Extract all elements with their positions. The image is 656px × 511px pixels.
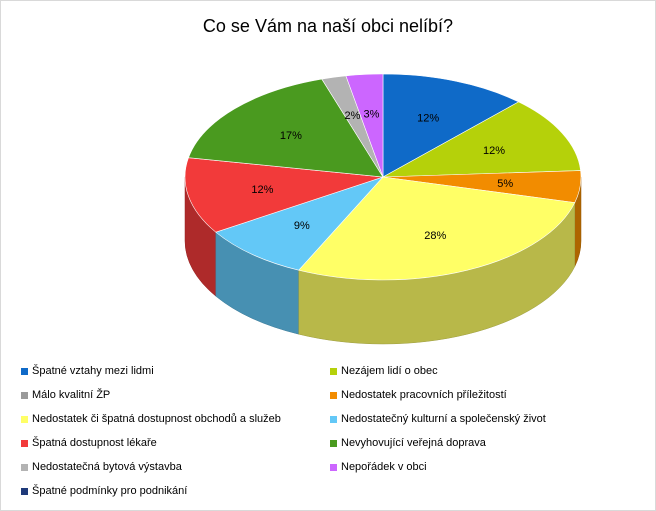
data-label: 3% [363, 108, 379, 120]
pie-slice [188, 78, 384, 178]
data-label: 2% [345, 110, 361, 122]
data-label: 12% [251, 184, 273, 196]
pie-slice [215, 176, 384, 271]
legend-item: Špatná dostupnost lékaře [21, 436, 157, 450]
legend-label: Špatná dostupnost lékaře [32, 437, 157, 449]
legend-item: Nedostatek pracovních příležitostí [330, 388, 507, 402]
legend-swatch [330, 367, 337, 375]
legend-label: Nedostatek pracovních příležitostí [341, 389, 507, 401]
pie-slice [298, 176, 576, 281]
pie-slice [184, 157, 384, 233]
legend-item: Nezájem lidí o obec [330, 364, 438, 378]
data-label: 12% [417, 113, 439, 125]
legend-item: Nepořádek v obci [330, 460, 427, 474]
legend-label: Nedostatečná bytová výstavba [32, 461, 182, 473]
legend-label: Špatné podmínky pro podnikání [32, 485, 188, 497]
data-label: 9% [294, 220, 310, 232]
pie-slice [345, 73, 384, 178]
legend-swatch [330, 415, 337, 423]
legend-swatch [330, 463, 337, 471]
legend-swatch [330, 439, 337, 447]
chart-title: Co se Vám na naší obci nelíbí? [202, 16, 454, 36]
legend-swatch [21, 487, 28, 495]
data-label: 12% [483, 145, 505, 157]
legend-swatch [21, 367, 28, 375]
pie-slice [382, 73, 520, 178]
data-label: 17% [280, 130, 302, 142]
legend-swatch [21, 415, 28, 423]
data-label: 28% [424, 230, 446, 242]
data-label: 5% [497, 178, 513, 190]
legend-label: Nevyhovující veřejná doprava [341, 437, 486, 449]
legend-item: Nedostatečná bytová výstavba [21, 460, 182, 474]
legend-item: Špatné vztahy mezi lidmi [21, 364, 154, 378]
legend-item: Nevyhovující veřejná doprava [330, 436, 486, 450]
legend-label: Nedostatečný kulturní a společenský živo… [341, 413, 546, 425]
legend-swatch [330, 391, 337, 399]
legend-swatch [21, 439, 28, 447]
legend-item: Málo kvalitní ŽP [21, 388, 110, 402]
legend-item: Špatné podmínky pro podnikání [21, 484, 187, 498]
pie-chart: 12% 12% 5% 28% 9% 12% 17% 2% 3% [184, 73, 582, 345]
legend-label: Nepořádek v obci [341, 461, 427, 473]
pie-slice [382, 101, 581, 178]
legend-label: Málo kvalitní ŽP [32, 389, 111, 401]
legend-swatch [21, 463, 28, 471]
legend-swatch [21, 391, 28, 399]
legend-label: Špatné vztahy mezi lidmi [32, 365, 154, 377]
legend-item: Nedostatek či špatná dostupnost obchodů … [21, 412, 281, 426]
legend-item: Nedostatečný kulturní a společenský živo… [330, 412, 546, 426]
legend-label: Nezájem lidí o obec [341, 365, 438, 377]
legend-label: Nedostatek či špatná dostupnost obchodů … [32, 413, 281, 425]
